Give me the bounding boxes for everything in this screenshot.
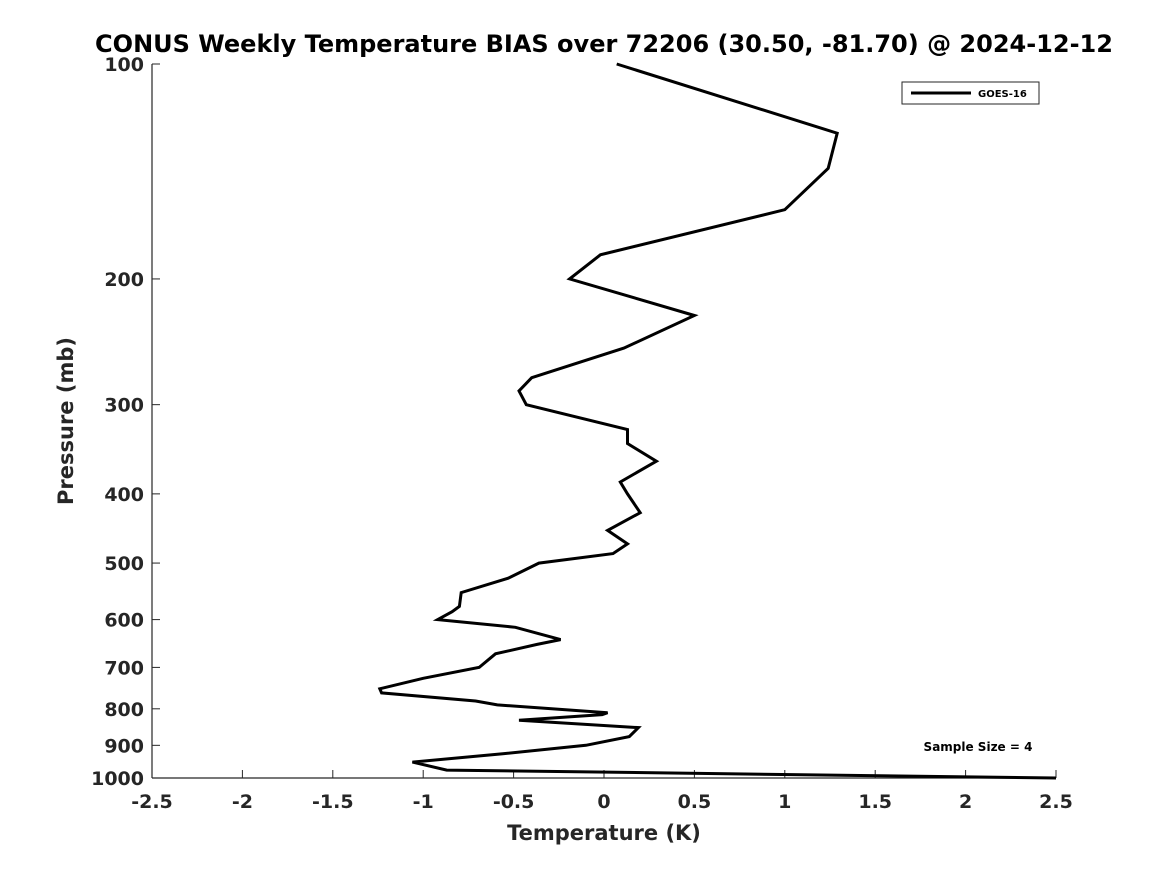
x-tick-label: 2 <box>959 791 972 813</box>
y-tick-label: 300 <box>104 395 144 417</box>
series-layer <box>377 62 1057 780</box>
y-tick-label: 700 <box>104 657 144 679</box>
legend-label: GOES-16 <box>978 89 1027 100</box>
y-axis-label: Pressure (mb) <box>54 337 78 505</box>
x-tick-label: -0.5 <box>493 791 535 813</box>
y-tick-label: 500 <box>104 553 144 575</box>
x-tick-label: -1 <box>413 791 434 813</box>
y-tick-label: 100 <box>104 54 144 76</box>
y-tick-label: 1000 <box>91 768 144 790</box>
series-line-goes-16 <box>377 62 1057 780</box>
y-tick-label: 600 <box>104 610 144 632</box>
x-tick-label: 1 <box>778 791 791 813</box>
x-tick-label: 2.5 <box>1039 791 1073 813</box>
y-tick-label: 800 <box>104 699 144 721</box>
sample-size-annotation: Sample Size = 4 <box>924 740 1033 754</box>
x-tick-label: -2.5 <box>131 791 173 813</box>
x-tick-label: -1.5 <box>312 791 354 813</box>
y-tick-label: 900 <box>104 735 144 757</box>
x-tick-label: 0 <box>597 791 610 813</box>
chart-title: CONUS Weekly Temperature BIAS over 72206… <box>95 30 1113 58</box>
y-tick-label: 200 <box>104 269 144 291</box>
x-tick-label: -2 <box>232 791 253 813</box>
x-tick-label: 1.5 <box>858 791 892 813</box>
x-tick-label: 0.5 <box>678 791 712 813</box>
legend: GOES-16 <box>901 81 1040 105</box>
y-tick-label: 400 <box>104 484 144 506</box>
x-axis-label: Temperature (K) <box>507 821 701 845</box>
axes: -2.5 -2 -1.5 -1 -0.5 0 0.5 1 1.5 2 2.5 100 200 300 400… <box>91 54 1073 813</box>
